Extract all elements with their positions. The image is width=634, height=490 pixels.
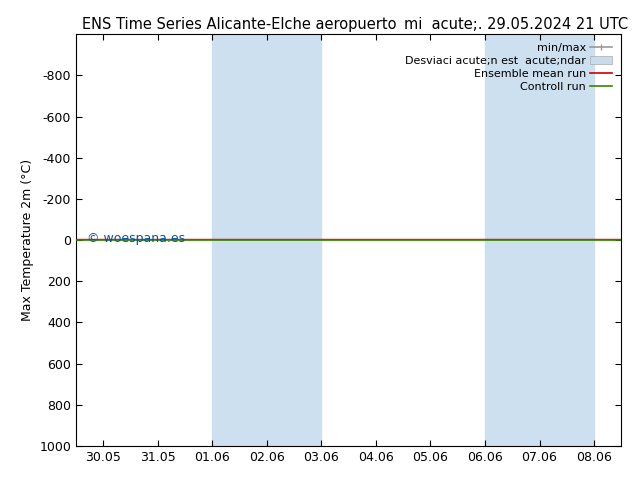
Text: ENS Time Series Alicante-Elche aeropuerto: ENS Time Series Alicante-Elche aeropuert…: [82, 17, 397, 32]
Bar: [485, 34, 594, 446]
Legend: min/max, Desviaci acute;n est  acute;ndar, Ensemble mean run, Controll run: min/max, Desviaci acute;n est acute;ndar…: [401, 40, 616, 95]
Y-axis label: Max Temperature 2m (°C): Max Temperature 2m (°C): [21, 159, 34, 321]
Bar: [212, 34, 321, 446]
Text: mi  acute;. 29.05.2024 21 UTC: mi acute;. 29.05.2024 21 UTC: [403, 17, 628, 32]
Text: © woespana.es: © woespana.es: [87, 232, 185, 245]
